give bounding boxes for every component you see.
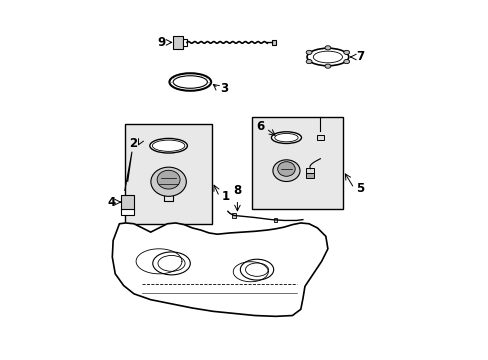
Bar bbox=[271, 40, 275, 45]
Bar bbox=[251, 117, 343, 209]
Bar bbox=[305, 168, 313, 173]
Ellipse shape bbox=[306, 48, 348, 66]
Ellipse shape bbox=[277, 162, 295, 176]
Text: 6: 6 bbox=[256, 120, 264, 133]
Bar bbox=[274, 217, 277, 222]
Ellipse shape bbox=[325, 46, 330, 50]
Text: 9: 9 bbox=[157, 36, 165, 49]
Bar bbox=[124, 124, 212, 224]
Ellipse shape bbox=[173, 76, 207, 88]
Ellipse shape bbox=[343, 59, 349, 64]
Ellipse shape bbox=[305, 59, 311, 64]
Text: 5: 5 bbox=[355, 182, 364, 195]
Ellipse shape bbox=[157, 170, 180, 189]
Bar bbox=[305, 173, 313, 178]
Text: 7: 7 bbox=[355, 50, 363, 63]
Text: 2: 2 bbox=[128, 137, 137, 150]
Ellipse shape bbox=[343, 50, 349, 54]
Ellipse shape bbox=[305, 50, 311, 54]
Bar bbox=[121, 209, 134, 215]
Bar bbox=[183, 39, 186, 46]
Ellipse shape bbox=[149, 139, 187, 153]
Ellipse shape bbox=[271, 132, 301, 144]
Ellipse shape bbox=[313, 51, 342, 63]
Text: 1: 1 bbox=[221, 190, 229, 203]
PathPatch shape bbox=[112, 223, 327, 316]
Ellipse shape bbox=[169, 73, 211, 91]
Ellipse shape bbox=[245, 263, 268, 276]
Ellipse shape bbox=[274, 134, 298, 142]
Ellipse shape bbox=[152, 252, 190, 275]
Ellipse shape bbox=[151, 167, 186, 196]
Ellipse shape bbox=[272, 160, 300, 181]
Text: 8: 8 bbox=[233, 184, 241, 197]
Text: 4: 4 bbox=[107, 195, 115, 208]
Ellipse shape bbox=[158, 256, 184, 271]
Text: 3: 3 bbox=[220, 82, 228, 95]
Bar bbox=[172, 36, 183, 49]
Ellipse shape bbox=[325, 64, 330, 68]
Bar bbox=[316, 135, 323, 140]
Ellipse shape bbox=[240, 259, 273, 280]
Bar bbox=[232, 213, 235, 217]
Bar bbox=[121, 195, 134, 210]
Ellipse shape bbox=[152, 140, 184, 151]
